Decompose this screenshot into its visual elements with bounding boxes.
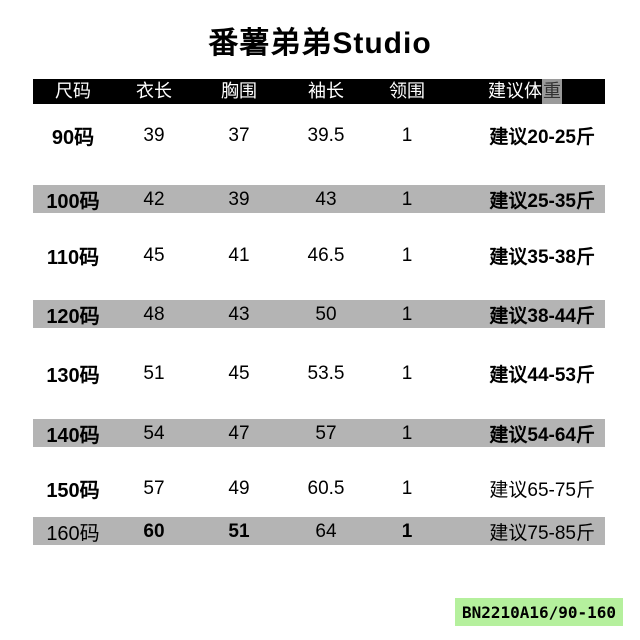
cell-length: 45 [143, 244, 165, 266]
cell-length: 60 [143, 520, 165, 542]
cell-chest: 39 [228, 188, 250, 210]
header-label-main: 建议体 [488, 81, 542, 101]
cell-sleeve: 50 [315, 303, 337, 325]
cell-chest: 47 [228, 422, 250, 444]
cell-chest: 51 [228, 520, 250, 542]
product-code-badge: BN2210A16/90-160 [455, 598, 623, 626]
table-row-1: 90码 39 37 39.5 1 建议20-25斤 [33, 121, 605, 150]
cell-size: 150码 [46, 480, 100, 502]
table-header: 尺码 衣长 胸围 袖长 领围 建议体重 [33, 79, 605, 104]
cell-size: 160码 [46, 523, 100, 545]
cell-weight: 建议20-25斤 [489, 127, 595, 148]
cell-length: 57 [143, 477, 165, 499]
cell-size: 140码 [46, 425, 100, 447]
header-highlighted-char: 重 [542, 79, 562, 104]
cell-weight: 建议65-75斤 [489, 480, 595, 501]
cell-sleeve: 57 [315, 422, 337, 444]
cell-size: 90码 [51, 127, 95, 149]
cell-sleeve: 53.5 [307, 362, 345, 384]
cell-size: 130码 [46, 365, 100, 387]
cell-length: 54 [143, 422, 165, 444]
cell-neck: 1 [401, 477, 413, 499]
cell-weight: 建议25-35斤 [489, 191, 595, 212]
table-row-8: 160码 60 51 64 1 建议75-85斤 [33, 517, 605, 545]
cell-chest: 37 [228, 124, 250, 146]
cell-chest: 41 [228, 244, 250, 266]
cell-size: 100码 [46, 191, 100, 213]
cell-size: 110码 [46, 247, 100, 269]
cell-length: 39 [143, 124, 165, 146]
cell-chest: 43 [228, 303, 250, 325]
cell-neck: 1 [401, 362, 413, 384]
cell-chest: 45 [228, 362, 250, 384]
cell-sleeve: 64 [315, 520, 337, 542]
cell-weight: 建议35-38斤 [489, 247, 595, 268]
cell-length: 48 [143, 303, 165, 325]
table-row-4: 120码 48 43 50 1 建议38-44斤 [33, 300, 605, 328]
table-row-5: 130码 51 45 53.5 1 建议44-53斤 [33, 359, 605, 388]
cell-weight: 建议54-64斤 [489, 425, 595, 446]
cell-neck: 1 [401, 188, 413, 210]
cell-sleeve: 60.5 [307, 477, 345, 499]
cell-weight: 建议75-85斤 [489, 523, 595, 544]
header-cell-length: 衣长 [136, 81, 172, 101]
cell-length: 42 [143, 188, 165, 210]
header-cell-chest: 胸围 [221, 81, 257, 101]
table-row-3: 110码 45 41 46.5 1 建议35-38斤 [33, 241, 605, 270]
cell-weight: 建议38-44斤 [489, 306, 595, 327]
cell-chest: 49 [228, 477, 250, 499]
cell-neck: 1 [401, 124, 413, 146]
header-cell-size: 尺码 [55, 81, 91, 101]
cell-neck: 1 [401, 520, 413, 542]
cell-weight: 建议44-53斤 [489, 365, 595, 386]
cell-length: 51 [143, 362, 165, 384]
page-title: 番薯弟弟Studio [208, 27, 432, 60]
table-row-7: 150码 57 49 60.5 1 建议65-75斤 [33, 474, 605, 503]
header-cell-weight: 建议体重 [445, 79, 605, 104]
cell-sleeve: 46.5 [307, 244, 345, 266]
cell-neck: 1 [401, 303, 413, 325]
cell-neck: 1 [401, 422, 413, 444]
cell-sleeve: 43 [315, 188, 337, 210]
table-row-2: 100码 42 39 43 1 建议25-35斤 [33, 185, 605, 213]
header-cell-neck: 领围 [389, 81, 425, 101]
cell-neck: 1 [401, 244, 413, 266]
header-cell-sleeve: 袖长 [308, 81, 344, 101]
table-row-6: 140码 54 47 57 1 建议54-64斤 [33, 419, 605, 447]
cell-sleeve: 39.5 [307, 124, 345, 146]
cell-size: 120码 [46, 306, 100, 328]
